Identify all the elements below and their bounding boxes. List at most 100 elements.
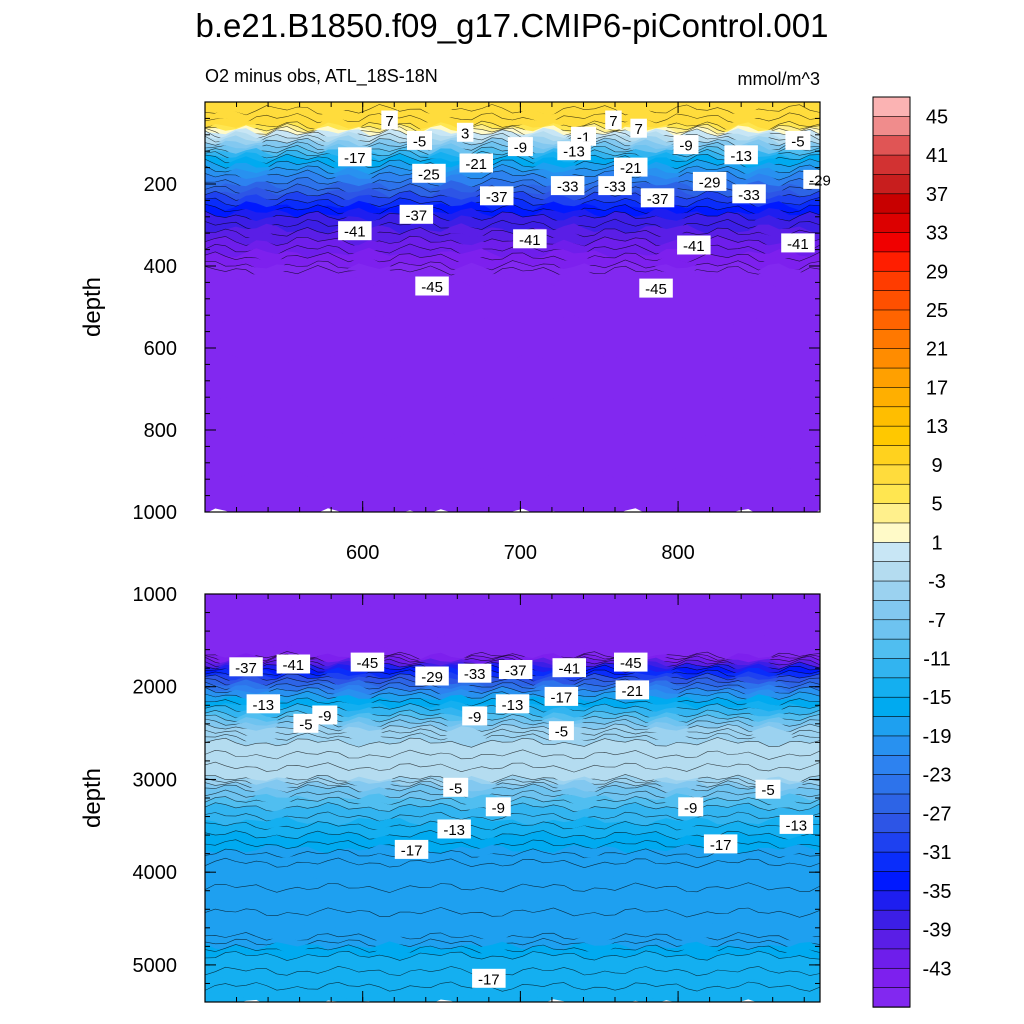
contour-line xyxy=(205,737,820,748)
contour-label: 7 xyxy=(605,110,622,130)
svg-text:-37: -37 xyxy=(486,189,508,206)
colorbar-swatch xyxy=(872,909,911,931)
svg-text:-29: -29 xyxy=(421,669,443,686)
y-tick-label: 200 xyxy=(144,174,177,196)
colorbar-label: 5 xyxy=(931,494,942,516)
contour-label: -45 xyxy=(614,652,648,672)
colorbar-label: 45 xyxy=(926,106,948,128)
colorbar-swatch xyxy=(872,832,911,853)
contour-label: -9 xyxy=(678,797,704,817)
contour-label: -5 xyxy=(785,130,811,150)
contour-line xyxy=(205,235,820,248)
colorbar-swatch xyxy=(872,464,911,485)
contour-label: -13 xyxy=(724,145,758,165)
colorbar-swatch xyxy=(872,348,911,369)
colorbar-swatch xyxy=(872,987,911,1008)
svg-text:-21: -21 xyxy=(465,156,487,173)
y-tick-label: 3000 xyxy=(133,769,178,791)
colorbar: 45 41 37 33 29 25 21 17 13 9 5 1 -3 -7 -11 -15 -19 -23 -27… xyxy=(872,96,952,1008)
contour-band xyxy=(205,749,820,768)
contour-line xyxy=(205,802,820,813)
colorbar-swatch xyxy=(872,735,911,757)
contour-line xyxy=(205,789,820,801)
svg-text:-13: -13 xyxy=(443,822,465,839)
colorbar-swatch xyxy=(872,871,911,892)
contour-band xyxy=(205,966,820,986)
contour-label: -9 xyxy=(485,797,511,817)
colorbar-label: -27 xyxy=(923,803,952,825)
contour-line xyxy=(205,251,820,265)
svg-text:-37: -37 xyxy=(405,207,427,224)
y-axis-label: depth xyxy=(79,277,106,337)
svg-text:-5: -5 xyxy=(555,724,568,741)
svg-text:-25: -25 xyxy=(418,166,440,183)
contour-band xyxy=(205,807,820,824)
contour-band xyxy=(205,164,820,181)
svg-text:-41: -41 xyxy=(787,236,809,253)
plot-frame xyxy=(204,101,821,513)
contour-band xyxy=(205,716,820,731)
contour-label: 7 xyxy=(381,110,398,130)
contour-band xyxy=(205,907,820,932)
svg-text:-37: -37 xyxy=(647,191,669,208)
contour-line xyxy=(205,761,820,773)
svg-text:-5: -5 xyxy=(413,133,426,150)
contour-label: -37 xyxy=(229,657,263,677)
contour-label: -17 xyxy=(472,968,506,988)
contour-band xyxy=(205,176,820,194)
contour-line xyxy=(205,112,820,125)
contour-label: -33 xyxy=(732,184,766,204)
colorbar-swatch xyxy=(872,542,911,563)
contour-band xyxy=(205,219,820,237)
contour-band xyxy=(205,780,820,795)
colorbar-swatch xyxy=(872,329,911,350)
svg-text:3: 3 xyxy=(461,125,469,142)
contour-band xyxy=(205,468,820,512)
colorbar-swatch xyxy=(872,561,911,582)
contour-band xyxy=(205,125,820,140)
svg-text:-5: -5 xyxy=(449,780,462,797)
contour-line xyxy=(205,780,820,791)
colorbar-swatch xyxy=(872,406,911,427)
contour-label: 3 xyxy=(456,122,474,142)
contour-band xyxy=(205,950,820,971)
contour-band xyxy=(205,796,820,811)
svg-text:-9: -9 xyxy=(318,708,331,725)
svg-text:-41: -41 xyxy=(519,232,541,249)
contour-line xyxy=(205,749,820,760)
y-tick-label: 800 xyxy=(144,420,177,442)
contour-label: -29 xyxy=(692,171,727,191)
contour-band xyxy=(205,599,820,621)
contour-band xyxy=(205,609,820,631)
svg-text:-17: -17 xyxy=(710,837,732,854)
contour-band xyxy=(205,353,820,405)
contour-label: -13 xyxy=(437,819,471,839)
contour-band xyxy=(205,768,820,787)
contour-band xyxy=(205,227,820,246)
colorbar-swatch xyxy=(872,193,911,214)
svg-text:-41: -41 xyxy=(344,224,366,241)
panel-subtitle: O2 minus obs, ATL_18S-18N xyxy=(205,66,438,87)
colorbar-swatch xyxy=(872,929,911,950)
contour-band xyxy=(205,932,820,948)
contour-line xyxy=(205,164,820,177)
contour-label: -13 xyxy=(246,694,281,714)
contour-label: -37 xyxy=(399,204,434,224)
contour-line xyxy=(205,104,820,117)
svg-text:-41: -41 xyxy=(683,238,705,255)
contour-line xyxy=(205,218,820,232)
colorbar-swatch xyxy=(872,696,911,718)
y-tick-label: 4000 xyxy=(133,862,178,884)
contour-line xyxy=(205,120,820,133)
colorbar-label: 25 xyxy=(926,300,948,322)
contour-band xyxy=(205,974,820,994)
svg-text:-21: -21 xyxy=(620,160,642,177)
contour-line xyxy=(205,227,820,240)
contour-band xyxy=(205,941,820,957)
x-tick-label: 600 xyxy=(346,542,379,564)
contour-label: -9 xyxy=(462,706,488,726)
contour-label: -21 xyxy=(615,680,650,700)
contour-line xyxy=(205,950,820,961)
colorbar-label: 13 xyxy=(926,416,948,438)
